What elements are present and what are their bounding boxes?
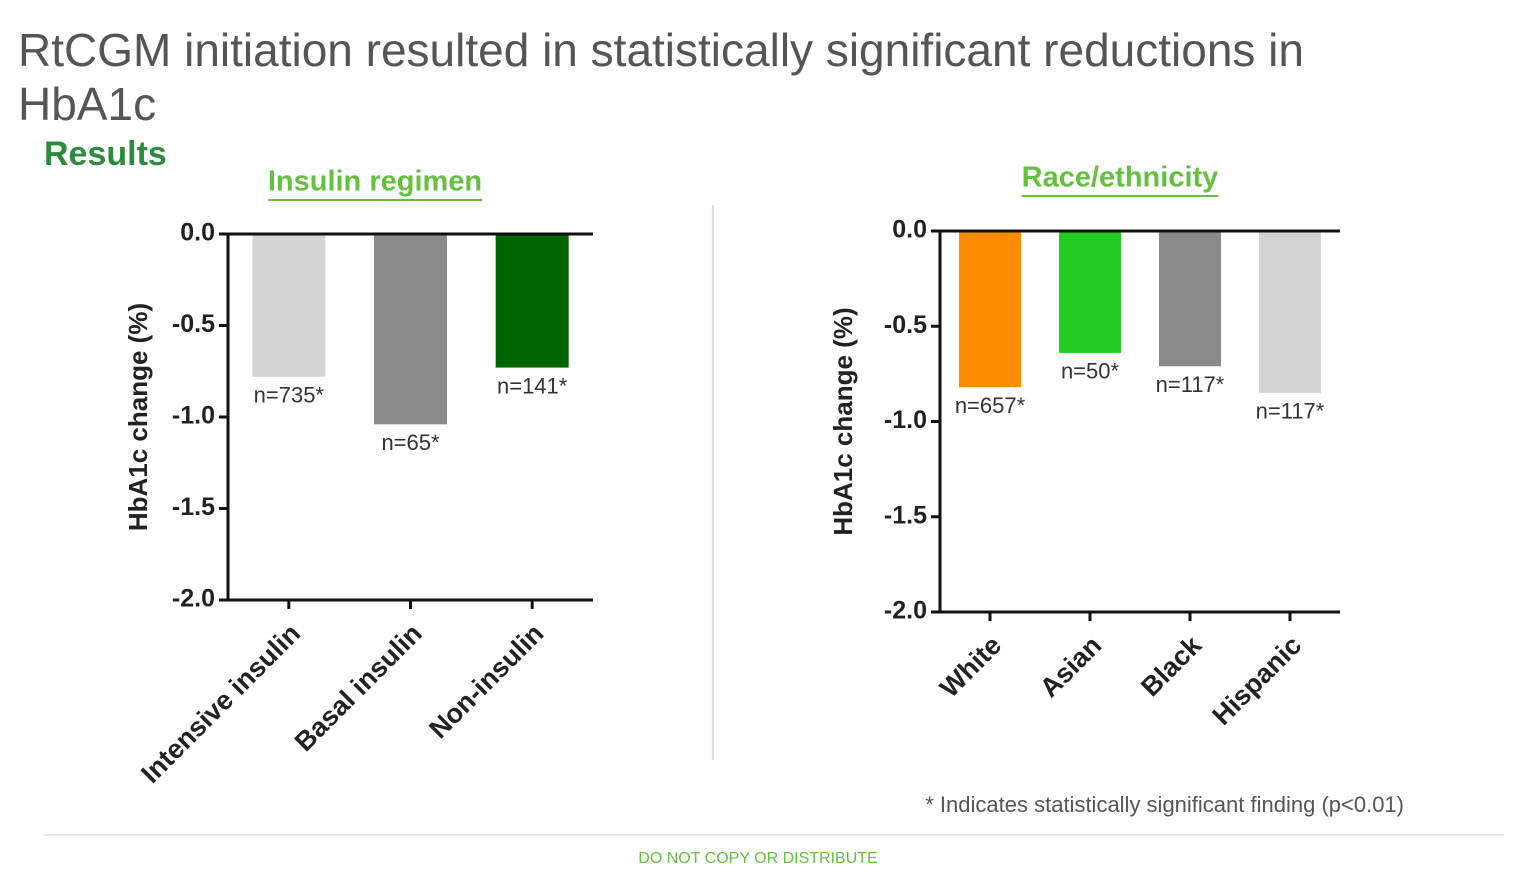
y-tick-label: -2.0 [884, 597, 927, 625]
bar [495, 234, 569, 368]
footnote: * Indicates statistically significant fi… [925, 792, 1404, 817]
y-tick-label: -1.5 [884, 501, 927, 529]
slide-title-line2: HbA1c [18, 78, 156, 130]
bar-annotation: n=50* [1061, 359, 1120, 384]
y-tick-label: -1.0 [172, 402, 215, 430]
bar-annotation: n=117* [1256, 399, 1325, 424]
bar-annotation: n=657* [955, 393, 1026, 418]
bar [959, 231, 1021, 388]
x-tick-label: Black [1135, 629, 1208, 702]
y-tick-label: -1.0 [884, 406, 927, 434]
y-axis-label: HbA1c change (%) [828, 307, 858, 535]
bar-annotation: n=65* [381, 430, 440, 455]
bar [1259, 231, 1321, 393]
bar [1059, 231, 1121, 353]
y-tick-label: 0.0 [180, 219, 215, 247]
x-tick-label: Hispanic [1206, 630, 1307, 731]
bar-annotation: n=735* [254, 383, 325, 408]
bar [374, 234, 447, 425]
y-tick-label: -0.5 [884, 311, 927, 339]
x-tick-label: White [934, 630, 1007, 703]
y-tick-label: -1.5 [172, 493, 215, 521]
footer: DO NOT COPY OR DISTRIBUTE [638, 850, 877, 867]
x-tick-label: Non-insulin [423, 618, 549, 744]
bar [1159, 231, 1221, 367]
chart-title: Race/ethnicity [1022, 162, 1219, 194]
bar-annotation: n=141* [497, 373, 568, 398]
slide-title-line1: RtCGM initiation resulted in statistical… [18, 24, 1304, 76]
x-tick-label: Basal insulin [289, 618, 428, 757]
chart-title: Insulin regimen [268, 166, 482, 198]
bar [252, 234, 326, 377]
x-tick-label: Asian [1034, 630, 1107, 703]
y-tick-label: -2.0 [172, 585, 215, 613]
bar-annotation: n=117* [1156, 372, 1225, 397]
slide-subtitle: Results [44, 135, 167, 173]
y-tick-label: 0.0 [892, 216, 927, 244]
y-tick-label: -0.5 [172, 310, 215, 338]
x-tick-label: Intensive insulin [135, 618, 306, 789]
y-axis-label: HbA1c change (%) [123, 303, 153, 531]
